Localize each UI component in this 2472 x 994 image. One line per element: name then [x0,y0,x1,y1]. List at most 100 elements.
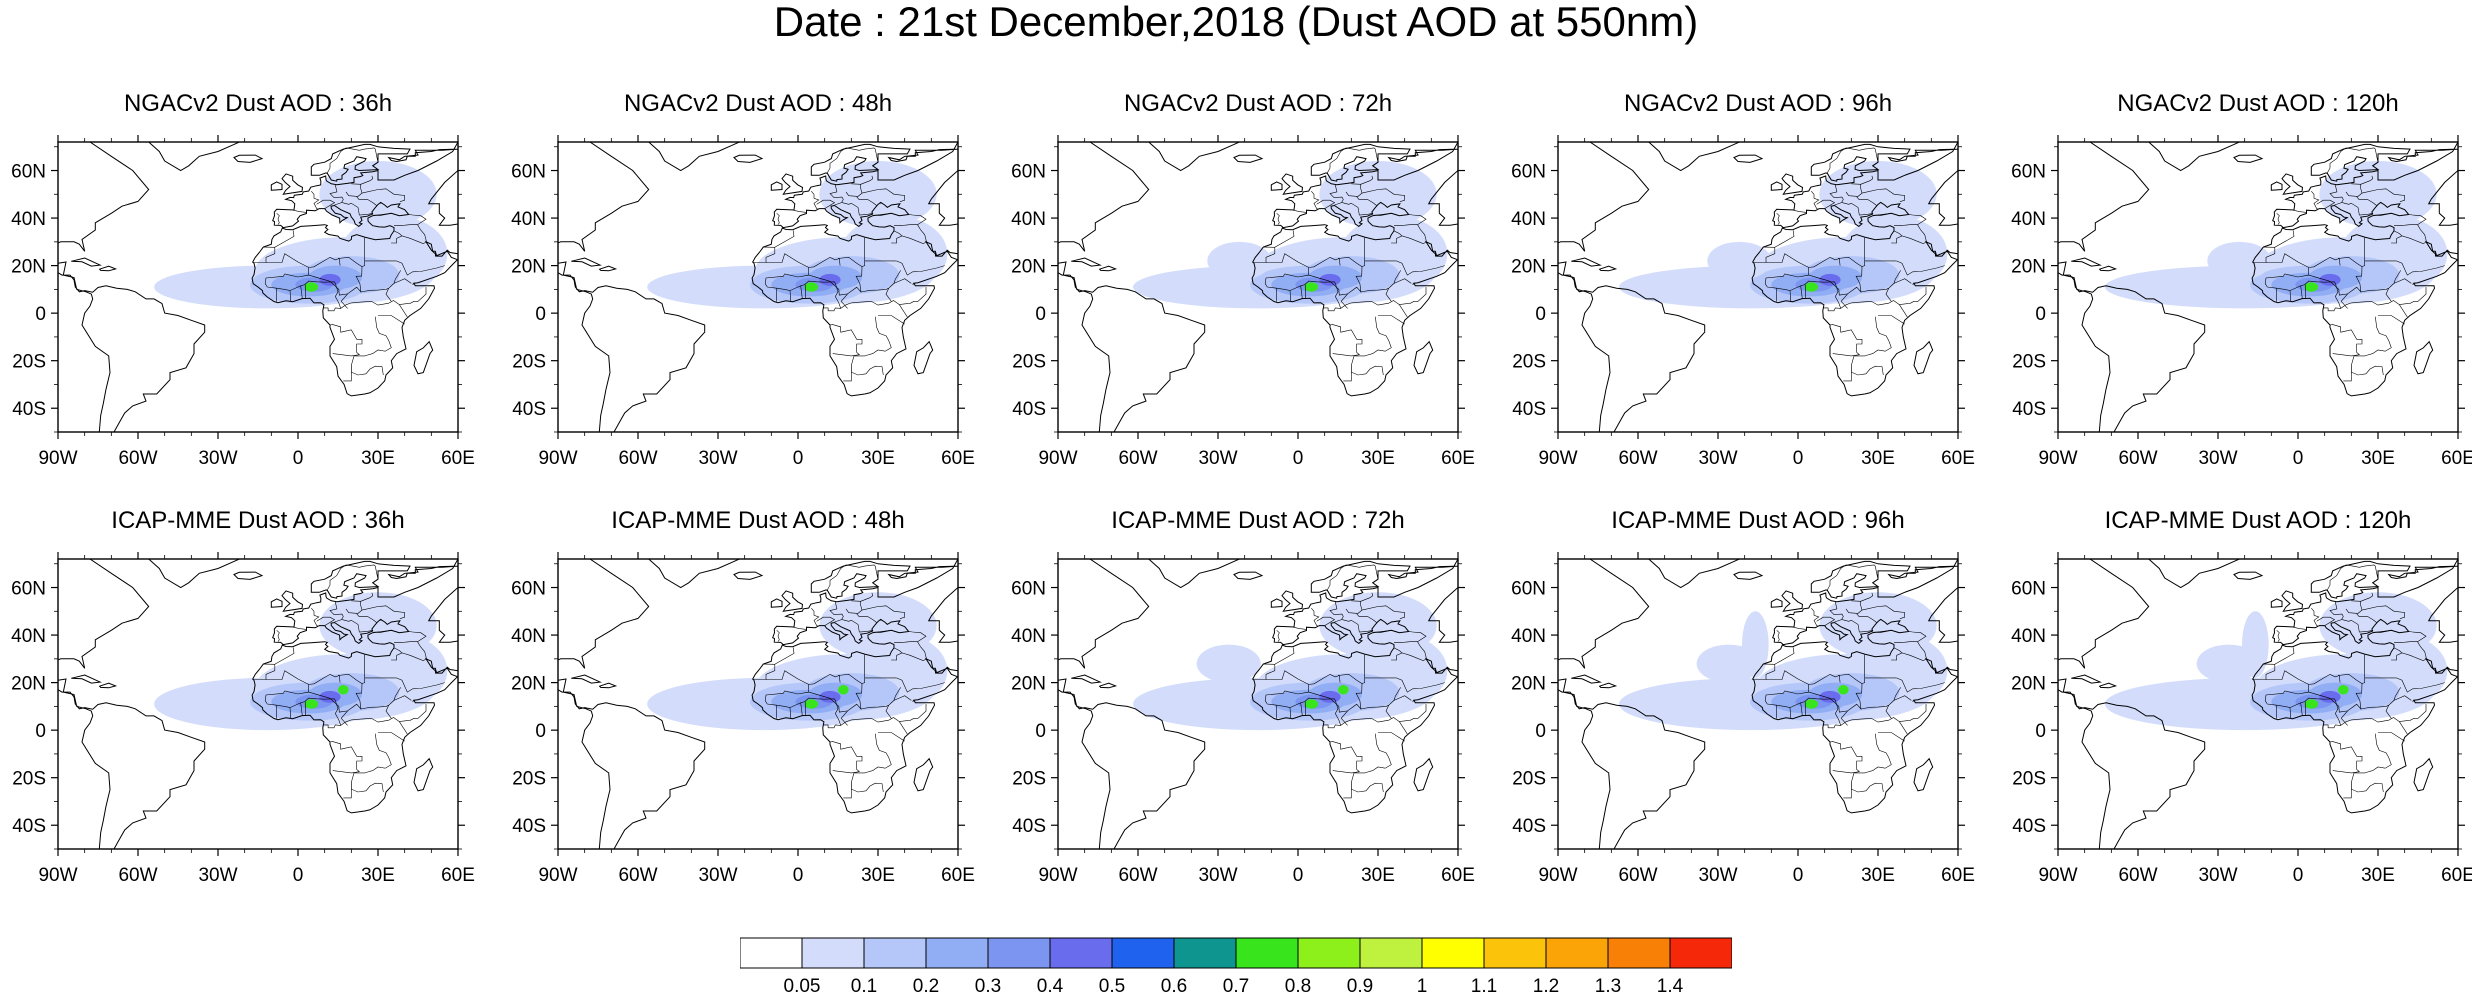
country-border [829,184,844,206]
coastline [1781,173,1804,195]
country-border [789,707,792,719]
country-border [2337,256,2363,267]
country-border [1891,647,1903,661]
country-border [316,199,336,209]
country-border [399,304,408,318]
country-border [1356,196,1378,206]
country-border [264,273,427,309]
lon-tick-label: 30E [361,865,395,886]
coastline [270,598,283,608]
country-border [1789,707,1792,719]
coastline [912,283,915,285]
map-frame [557,141,959,433]
lon-tick-label: 30E [1361,865,1395,886]
country-border [1896,260,1945,276]
lon-tick-label: 60W [618,448,657,469]
country-border [2300,702,2303,716]
lat-tick-label: 40S [1512,399,1546,420]
country-border [1391,230,1403,244]
country-border [1860,592,1874,602]
coastline [2251,142,2458,397]
map-frame [2057,141,2459,433]
coastline [558,559,650,669]
country-border [1823,724,1841,729]
lon-tick-label: 30W [1698,865,1737,886]
dust-contour [1319,161,1437,228]
coastline [1310,143,1411,182]
lon-tick-label: 60E [441,865,475,886]
country-border [829,601,844,623]
country-border [2326,147,2376,181]
lat-tick-label: 20S [1012,769,1046,790]
country-border [408,214,427,225]
country-border [293,209,307,213]
lat-tick-label: 60N [1011,579,1046,600]
coastline [98,682,118,689]
dust-contour [1819,161,1937,228]
country-border [851,733,892,793]
coastline [1058,559,1150,669]
dust-contour [1304,282,1318,292]
country-border [837,256,863,267]
country-border [2356,196,2378,206]
lon-tick-label: 30W [198,865,237,886]
country-border [891,230,903,244]
coastline [1558,142,1650,252]
country-border [385,705,392,719]
country-border [329,324,363,357]
map-panel: NGACv2 Dust AOD : 96h 90W 60W 30W 0 30E 60E 60N… [1500,90,1975,469]
coastline [1412,283,1415,285]
lon-tick-label: 60W [618,865,657,886]
lat-tick-label: 20N [2011,257,2046,278]
colorbar-box [1421,937,1485,969]
lon-tick-label: 30E [2361,448,2395,469]
coastline [571,674,602,684]
country-border [1789,290,1792,302]
country-border [1393,695,1412,701]
country-border [793,209,807,213]
country-border [2343,365,2352,382]
country-border [1878,315,1905,325]
panel-title: ICAP-MME Dust AOD : 96h [1611,507,1905,534]
lat-tick-label: 60N [511,579,546,600]
coastline [2412,283,2415,285]
dust-contour [1804,699,1818,709]
lon-tick-label: 0 [2293,865,2304,886]
coastline [1558,261,1706,432]
map-panel: ICAP-MME Dust AOD : 96h 90W 60W 30W 0 30E 60E 6… [1500,507,1975,886]
colorbar-box [1607,937,1671,969]
country-border [1899,304,1908,318]
country-border [1323,307,1341,312]
country-border [841,619,873,633]
lon-tick-label: 0 [1793,865,1804,886]
country-border [1393,278,1412,284]
coastline [412,700,415,702]
country-border [284,267,309,278]
country-border [1356,613,1378,623]
country-border [766,670,841,685]
colorbar-label: 1 [1417,976,1428,994]
colorbar-box [1297,937,1361,969]
coastline [598,682,618,689]
country-border [1266,670,1341,685]
country-border [896,260,945,276]
lon-tick-label: 60E [1441,448,1475,469]
country-border [1396,260,1445,276]
country-border [337,256,363,267]
country-border [800,285,803,299]
lon-tick-label: 60W [1118,448,1157,469]
coastline [751,142,958,397]
figure-title: Date : 21st December,2018 (Dust AOD at 5… [773,0,1699,45]
coastline [2071,257,2102,267]
coastline [1098,265,1118,272]
coastline [1233,571,1264,580]
country-border [356,196,378,206]
coastline [2413,340,2434,375]
dust-map: 90W 60W 30W 0 30E 60E 60N 40N 20N 0 20S 40S [511,552,975,886]
panel-title: ICAP-MME Dust AOD : 120h [2104,507,2412,534]
country-border [789,290,792,302]
coastline [2270,181,2283,191]
country-border [1351,316,1392,376]
country-border [1891,230,1903,244]
country-border [341,619,373,633]
